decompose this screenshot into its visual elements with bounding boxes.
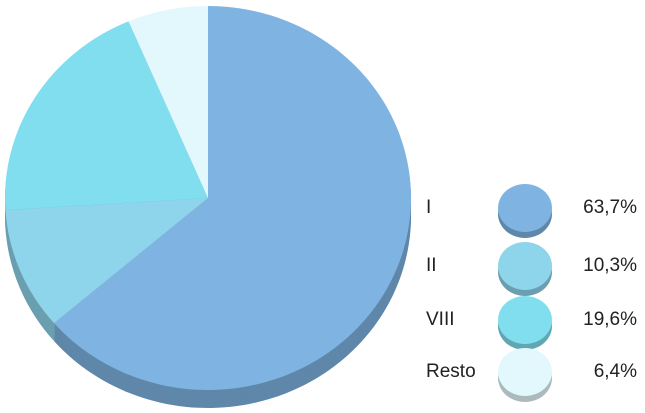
pie bbox=[4, 6, 412, 409]
legend-label: II bbox=[426, 255, 437, 276]
legend-label: Resto bbox=[426, 361, 476, 382]
value-label: 6,4% bbox=[594, 361, 637, 382]
legend: I 63,7% II 10,3% VIII 19,6% Resto 6,4% bbox=[426, 184, 637, 402]
legend-swatch bbox=[498, 348, 552, 396]
pie-slice bbox=[4, 21, 208, 211]
pie-slice bbox=[5, 198, 209, 324]
pie-slice bbox=[128, 6, 208, 198]
legend-label: I bbox=[426, 197, 431, 218]
legend-swatch bbox=[498, 242, 552, 290]
legend-label: VIII bbox=[426, 309, 455, 330]
value-label: 63,7% bbox=[583, 197, 637, 218]
value-label: 10,3% bbox=[583, 255, 637, 276]
value-label: 19,6% bbox=[583, 309, 637, 330]
pie-slice bbox=[54, 6, 411, 390]
legend-swatch bbox=[498, 296, 552, 344]
legend-swatch bbox=[498, 184, 552, 232]
